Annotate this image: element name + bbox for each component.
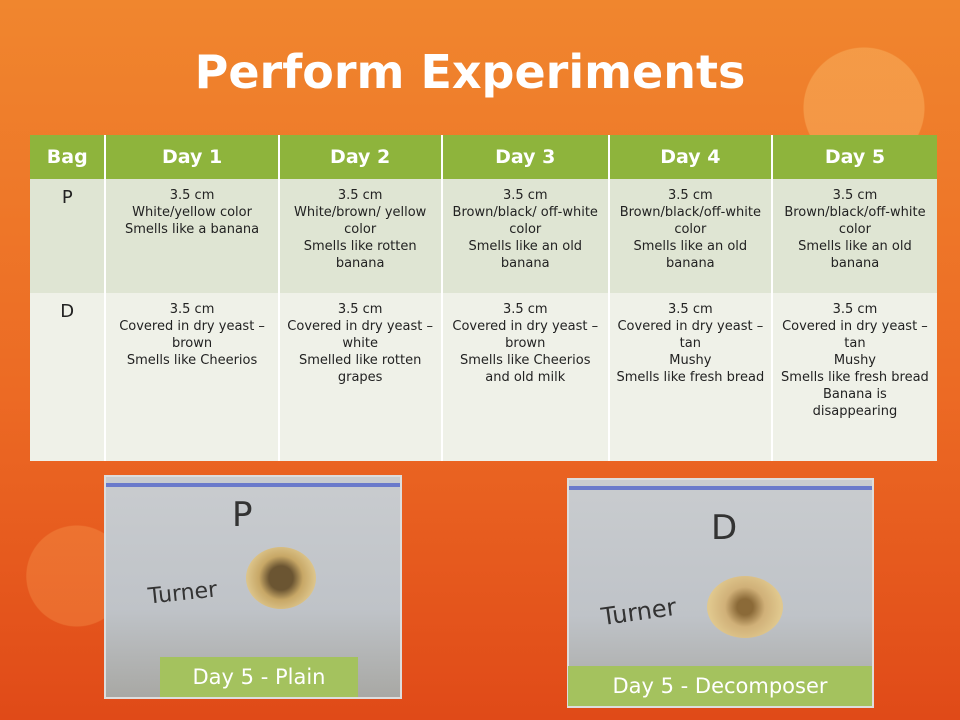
banana — [707, 576, 783, 638]
table-row: P 3.5 cm White/yellow color Smells like a b… — [30, 179, 937, 293]
cell-line: Smells like an old banana — [633, 239, 748, 271]
table-row: D 3.5 cm Covered in dry yeast – brown Smell… — [30, 293, 937, 461]
header-cell: Bag — [30, 135, 106, 179]
bag-label: D — [711, 508, 738, 548]
cell-line: Mushy — [669, 353, 712, 368]
table-cell: 3.5 cm Covered in dry yeast – brown Smells… — [440, 293, 609, 461]
cell-line: Smells like an old banana — [798, 239, 912, 271]
cell-line: Covered in dry yeast – brown — [452, 319, 599, 351]
cell-line: 3.5 cm — [337, 188, 383, 203]
name-label: Turner — [146, 577, 219, 610]
cell-line: Smells like a banana — [124, 222, 260, 237]
cell-line: 3.5 cm — [169, 188, 215, 203]
cell-line: 3.5 cm — [502, 188, 548, 203]
name-label: Turner — [599, 592, 679, 632]
header-row: Bag Day 1 Day 2 Day 3 Day 4 Day 5 — [30, 135, 937, 179]
header-cell: Day 3 — [440, 135, 609, 179]
bag-cell: D — [30, 293, 106, 461]
cell-line: Smells like fresh bread — [616, 370, 765, 385]
bag-label: P — [232, 495, 253, 535]
bag-cell: P — [30, 179, 106, 293]
cell-line: Covered in dry yeast – tan — [617, 319, 764, 351]
table-cell: 3.5 cm Covered in dry yeast – tan Mushy Sme… — [770, 293, 937, 461]
cell-line: Brown/black/off-white color — [784, 205, 926, 237]
table-cell: 3.5 cm White/brown/ yellow color Smells li… — [277, 179, 442, 293]
slide-title: Perform Experiments — [194, 45, 746, 99]
cell-line: Brown/black/ off-white color — [452, 205, 598, 237]
table-cell: 3.5 cm Covered in dry yeast – brown Smells… — [104, 293, 279, 461]
table-cell: 3.5 cm Brown/black/off-white color Smells … — [770, 179, 937, 293]
table-cell: 3.5 cm Covered in dry yeast – tan Mushy Sme… — [607, 293, 772, 461]
cell-line: Mushy — [833, 353, 877, 368]
table-cell: 3.5 cm White/yellow color Smells like a ba… — [104, 179, 279, 293]
cell-line: White/yellow color — [132, 205, 252, 220]
header-cell: Day 4 — [607, 135, 772, 179]
header-cell: Day 1 — [104, 135, 279, 179]
cell-line: White/brown/ yellow color — [293, 205, 427, 237]
cell-line: Smells like fresh bread — [781, 370, 929, 385]
cell-line: Smelled like rotten grapes — [298, 353, 422, 385]
cell-line: 3.5 cm — [832, 188, 878, 203]
header-cell: Day 5 — [770, 135, 937, 179]
banana — [246, 547, 316, 609]
table-cell: 3.5 cm Brown/black/off-white color Smells … — [607, 179, 772, 293]
cell-line: Brown/black/off-white color — [619, 205, 761, 237]
cell-line: 3.5 cm — [668, 302, 713, 317]
cell-line: 3.5 cm — [169, 302, 215, 317]
cell-line: Smells like an old banana — [468, 239, 583, 271]
cell-line: Covered in dry yeast – white — [287, 319, 434, 351]
cell-line: Covered in dry yeast – tan — [782, 319, 928, 351]
data-table: Bag Day 1 Day 2 Day 3 Day 4 Day 5 P 3.5 cm White… — [30, 135, 937, 461]
cell-line: Smells like Cheerios — [126, 353, 258, 368]
cell-line: 3.5 cm — [832, 302, 878, 317]
cell-line: Smells like rotten banana — [303, 239, 417, 271]
photo-caption: Day 5 - Plain — [160, 657, 358, 697]
cell-line: 3.5 cm — [668, 188, 713, 203]
cell-line: Banana is disappearing — [812, 387, 898, 419]
cell-line: Smells like Cheerios and old milk — [460, 353, 591, 385]
cell-line: 3.5 cm — [502, 302, 548, 317]
cell-line: 3.5 cm — [337, 302, 383, 317]
table-cell: 3.5 cm Covered in dry yeast – white Smelle… — [277, 293, 442, 461]
cell-line: Covered in dry yeast – brown — [119, 319, 265, 351]
zip-line — [106, 483, 400, 487]
photo-caption: Day 5 - Decomposer — [568, 666, 872, 706]
table-cell: 3.5 cm Brown/black/ off-white color Smells… — [440, 179, 609, 293]
zip-line — [569, 486, 872, 490]
header-cell: Day 2 — [277, 135, 442, 179]
